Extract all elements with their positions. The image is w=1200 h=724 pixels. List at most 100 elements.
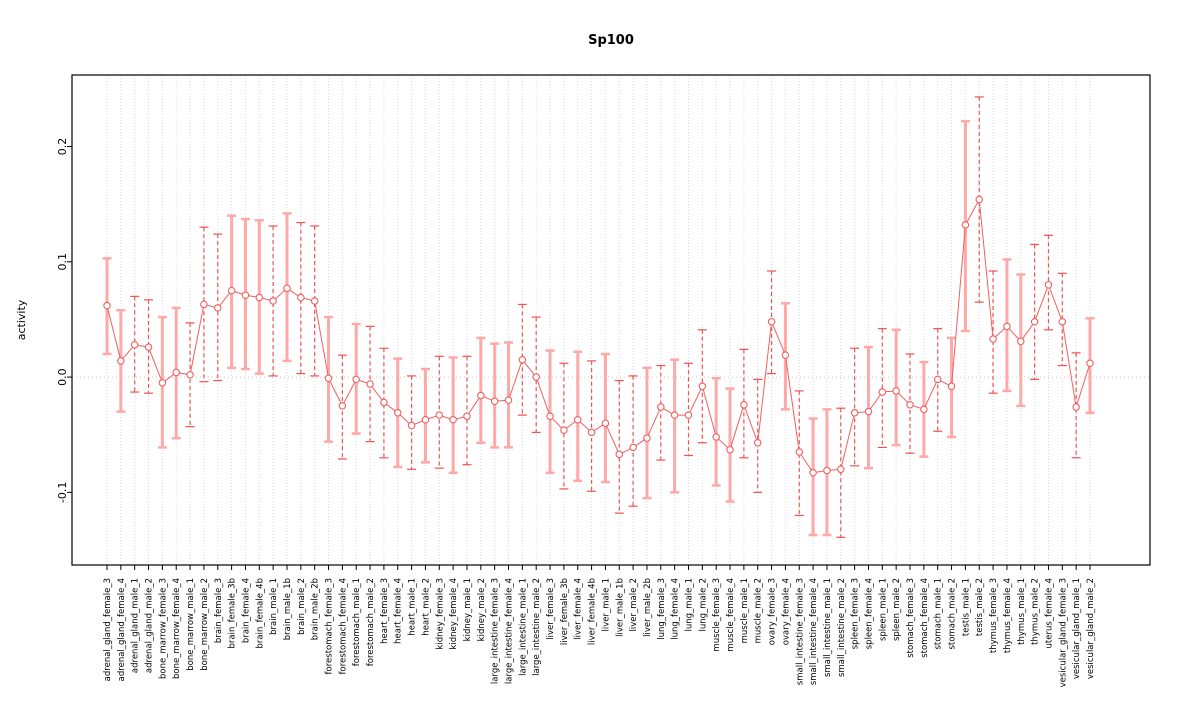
error-bar-layer bbox=[102, 96, 1095, 538]
x-tick-label: adrenal_gland_female_4 bbox=[117, 578, 127, 681]
data-point bbox=[684, 411, 693, 419]
x-tick-label: brain_male_2 bbox=[297, 578, 307, 635]
x-tick-label: adrenal_gland_male_2 bbox=[145, 578, 155, 673]
x-tick-label: liver_male_2b bbox=[643, 578, 653, 637]
series-line bbox=[106, 197, 1091, 474]
x-tick-label: small_intestine_male_2 bbox=[837, 578, 847, 677]
x-tick-label: liver_female_4 bbox=[574, 578, 584, 640]
data-point bbox=[338, 402, 347, 410]
x-tick-label: spleen_female_4 bbox=[864, 578, 874, 649]
x-tick-label: liver_female_3 bbox=[546, 578, 556, 640]
x-tick-label: kidney_male_1 bbox=[463, 578, 473, 641]
x-tick-label: thymus_female_4 bbox=[1003, 578, 1013, 653]
axis-layer: adrenal_gland_female_3 adrenal_gland_fema… bbox=[56, 74, 1151, 687]
x-tick-label: heart_female_4 bbox=[394, 578, 404, 644]
data-point bbox=[560, 426, 568, 434]
data-point bbox=[227, 286, 236, 295]
x-tick-label: muscle_female_3 bbox=[712, 578, 722, 652]
data-point bbox=[435, 411, 444, 419]
x-tick-label: vesicular_gland_female_3 bbox=[1058, 578, 1068, 687]
x-tick-label: brain_male_1 bbox=[269, 578, 279, 635]
data-point bbox=[449, 415, 457, 424]
data-point bbox=[130, 341, 139, 349]
data-point bbox=[601, 419, 610, 427]
data-point bbox=[1030, 317, 1039, 326]
x-tick-label: kidney_female_4 bbox=[449, 578, 459, 650]
x-tick-label: large_intestine_male_1 bbox=[518, 578, 528, 676]
data-point bbox=[947, 382, 956, 391]
data-point bbox=[1044, 281, 1053, 289]
x-tick-label: brain_female_3 bbox=[214, 578, 224, 643]
data-point bbox=[740, 400, 748, 409]
y-tick-label: 0.1 bbox=[56, 253, 69, 271]
data-point bbox=[1058, 317, 1067, 326]
x-tick-label: muscle_male_2 bbox=[754, 578, 764, 643]
x-tick-label: testis_male_1 bbox=[961, 578, 971, 636]
x-tick-label: thymus_male_2 bbox=[1031, 578, 1041, 645]
x-tick-label: small_intestine_female_3 bbox=[795, 578, 805, 685]
data-point bbox=[753, 439, 762, 447]
data-point bbox=[393, 409, 402, 417]
x-tick-label: liver_male_1 bbox=[601, 578, 611, 631]
x-tick-label: small_intestine_female_4 bbox=[809, 578, 819, 685]
data-point bbox=[380, 398, 388, 407]
data-point bbox=[615, 450, 624, 459]
y-tick-label: 0.0 bbox=[56, 368, 69, 386]
x-tick-label: stomach_male_2 bbox=[948, 578, 958, 650]
data-point bbox=[297, 293, 305, 302]
x-tick-label: liver_male_2 bbox=[629, 578, 639, 631]
x-tick-label: forestomach_male_2 bbox=[366, 578, 376, 666]
data-point bbox=[933, 375, 942, 384]
data-point bbox=[837, 465, 845, 474]
data-point bbox=[186, 371, 194, 379]
data-point bbox=[144, 343, 153, 351]
x-tick-label: liver_female_3b bbox=[560, 578, 570, 645]
x-tick-label: muscle_female_4 bbox=[726, 578, 736, 652]
data-point bbox=[767, 317, 776, 326]
data-point bbox=[200, 300, 208, 309]
data-point bbox=[366, 380, 374, 388]
data-point bbox=[823, 466, 831, 475]
chart-title: Sp100 bbox=[588, 33, 634, 48]
data-point bbox=[643, 434, 651, 442]
data-point bbox=[892, 387, 900, 395]
data-point bbox=[477, 391, 485, 400]
x-tick-label: muscle_male_1 bbox=[740, 578, 750, 643]
data-point bbox=[795, 448, 804, 456]
x-tick-label: forestomach_male_1 bbox=[352, 578, 362, 666]
x-tick-label: bone_marrow_male_2 bbox=[200, 578, 210, 671]
data-point bbox=[504, 396, 513, 404]
x-tick-label: brain_female_4 bbox=[241, 578, 251, 643]
data-point bbox=[421, 415, 430, 424]
x-tick-label: uterus_female_4 bbox=[1044, 578, 1054, 648]
x-tick-label: lung_female_4 bbox=[671, 578, 681, 640]
data-point bbox=[310, 297, 319, 305]
plot-box bbox=[71, 74, 1151, 566]
x-tick-label: heart_male_1 bbox=[408, 578, 418, 636]
data-point bbox=[975, 195, 983, 204]
grid-layer bbox=[72, 75, 1150, 565]
x-tick-label: large_intestine_male_2 bbox=[532, 578, 542, 676]
x-tick-label: adrenal_gland_female_3 bbox=[103, 578, 113, 681]
x-tick-label: brain_female_3b bbox=[228, 578, 238, 648]
y-tick-label: 0.2 bbox=[56, 138, 69, 156]
data-point bbox=[781, 351, 790, 359]
data-point bbox=[407, 421, 416, 430]
data-point bbox=[352, 375, 360, 384]
data-point bbox=[1017, 337, 1025, 346]
data-point bbox=[103, 301, 111, 310]
x-tick-label: brain_female_4b bbox=[255, 578, 265, 648]
data-point bbox=[1072, 403, 1080, 411]
x-tick-label: spleen_male_2 bbox=[892, 578, 902, 641]
x-tick-label: bone_marrow_male_1 bbox=[186, 578, 196, 671]
x-tick-label: kidney_male_2 bbox=[477, 578, 487, 641]
x-tick-label: spleen_male_1 bbox=[878, 578, 888, 641]
data-point-layer bbox=[103, 195, 1094, 477]
x-tick-label: forestomach_female_4 bbox=[338, 578, 348, 674]
data-point bbox=[726, 445, 734, 454]
data-point bbox=[172, 368, 180, 377]
x-tick-label: liver_female_4b bbox=[588, 578, 598, 645]
data-point bbox=[670, 411, 679, 419]
x-tick-label: testis_male_2 bbox=[975, 578, 985, 636]
